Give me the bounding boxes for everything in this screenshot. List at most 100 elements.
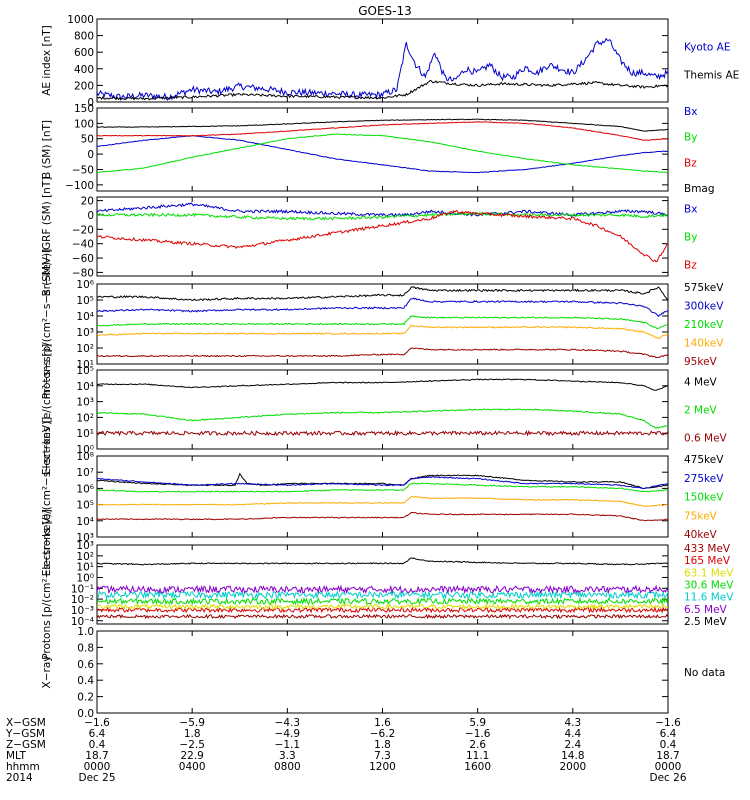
x-tick-label: 6.4 <box>660 728 677 740</box>
y-tick-label: 10⁴ <box>76 311 94 323</box>
series-line-bmag <box>97 118 668 132</box>
y-tick-label: −60 <box>72 253 94 265</box>
y-tick-label: 100 <box>74 118 94 130</box>
series-line-11-6-mev <box>97 590 668 600</box>
x-tick-label: −6.2 <box>370 728 396 740</box>
panel-protons-kev: 10¹ 10² 10³ 10⁴ 10⁵ 10⁶ Protons [p/(cm²−s−sr−k… <box>41 249 724 399</box>
y-tick-label: 0.6 <box>77 659 94 671</box>
legend-entry: 0.6 MeV <box>684 433 728 445</box>
legend-entry: Kyoto AE <box>684 42 730 54</box>
y-tick-label: 50 <box>81 134 94 146</box>
plot-title: GOES-13 <box>358 4 412 18</box>
series-group <box>97 472 668 522</box>
panel-bsm: −100 −50 0 50 100 150 B (SM) [nT] Bx By Bz Bmag <box>41 103 715 195</box>
x-tick-label: 1200 <box>369 761 396 773</box>
x-tick-label: 7.3 <box>374 750 391 762</box>
legend-entry: 63.1 MeV <box>684 567 734 579</box>
x-tick-label: 1.8 <box>184 728 201 740</box>
series-line-575kev <box>97 286 668 302</box>
series-line-by <box>97 133 668 174</box>
panel-frame <box>96 196 669 277</box>
legend-entry: 40keV <box>684 529 718 541</box>
x-row-label: 2014 <box>6 772 33 784</box>
y-tick-label: 1000 <box>67 14 94 26</box>
series-line-275kev <box>97 476 668 490</box>
y-tick-label: 20 <box>81 196 94 208</box>
y-tick-label: 600 <box>74 47 94 59</box>
y-tick-label: 1.0 <box>77 626 94 638</box>
y-axis-label: Protons [p/(cm²−s−sr−keV)] <box>41 509 53 659</box>
series-line-40kev <box>97 511 668 522</box>
y-tick-label: −20 <box>72 224 94 236</box>
x-tick-label: 6.4 <box>89 728 106 740</box>
legend-entry: 4 MeV <box>684 377 718 389</box>
legend-entry: 75keV <box>684 510 718 522</box>
legend: Bx By Bz Bmag <box>684 106 715 195</box>
legend-entry: 30.6 MeV <box>684 580 734 592</box>
x-tick-label: 11.1 <box>466 750 489 762</box>
x-row-label: Y−GSM <box>5 728 45 740</box>
legend-entry: 2.5 MeV <box>684 616 728 628</box>
y-tick-label: 10⁵ <box>76 500 94 512</box>
y-axis-label: Electrons [e/(cm²−s−sr−keV)] <box>41 417 53 576</box>
x-tick-label: 0800 <box>274 761 301 773</box>
x-tick-label: 0000 <box>84 761 111 773</box>
y-axis-label: B (SM) [nT] <box>41 120 53 179</box>
y-tick-label: −40 <box>72 239 94 251</box>
x-tick-label: −1.1 <box>275 739 301 751</box>
legend-entry: By <box>684 232 697 244</box>
series-line-140kev <box>97 324 668 339</box>
series-line-bz <box>97 121 668 142</box>
series-line-300kev <box>97 297 668 318</box>
x-tick-label: 2.4 <box>564 739 581 751</box>
legend-entry: 2 MeV <box>684 405 718 417</box>
y-tick-label: 10⁴ <box>76 516 94 528</box>
y-tick-label: 10³ <box>76 540 94 552</box>
panel-frame <box>96 18 669 103</box>
legend-entry: 6.5 MeV <box>684 604 728 616</box>
y-tick-label: 0.0 <box>77 708 94 720</box>
series-line-bx <box>97 135 668 174</box>
y-tick-label: 10² <box>76 412 94 424</box>
x-tick-label: 3.3 <box>279 750 296 762</box>
y-tick-label: 10³ <box>76 327 94 339</box>
legend-entry: 140keV <box>684 338 724 350</box>
x-tick-label: −1.6 <box>465 728 491 740</box>
x-tick-label: 18.7 <box>85 750 108 762</box>
y-tick-label: 10⁶ <box>76 279 94 291</box>
y-tick-label: −80 <box>72 267 94 279</box>
series-group <box>97 202 668 263</box>
x-tick-label: 1.8 <box>374 739 391 751</box>
legend-entry: By <box>684 132 697 144</box>
series-line-4-mev <box>97 378 668 391</box>
legend-entry: Bz <box>684 260 697 272</box>
legend-entry: 95keV <box>684 356 718 368</box>
x-tick-label: 22.9 <box>180 750 203 762</box>
x-tick-label: −4.9 <box>275 728 301 740</box>
x-tick-label: Dec 25 <box>78 772 115 784</box>
y-tick-label: 10⁻⁴ <box>71 616 94 628</box>
x-tick-label: 1600 <box>464 761 491 773</box>
series-group <box>97 557 668 620</box>
x-tick-label: 14.8 <box>561 750 584 762</box>
x-row-label: X−GSM <box>6 717 46 729</box>
x-row-label: Z−GSM <box>6 739 46 751</box>
series-line-30-6-mev <box>97 596 668 606</box>
x-row-label: MLT <box>6 750 26 762</box>
series-line-2-5-mev <box>97 557 668 566</box>
series-line-themis-ae <box>97 79 668 101</box>
series-group <box>97 286 668 359</box>
y-tick-label: 400 <box>74 64 94 76</box>
y-tick-label: 0 <box>87 97 94 109</box>
y-tick-label: 200 <box>74 80 94 92</box>
y-tick-label: 10¹ <box>76 562 94 574</box>
series-line-95kev <box>97 347 668 359</box>
series-line-75kev <box>97 495 668 507</box>
y-tick-label: 0.4 <box>77 675 94 687</box>
panel-bdiff: −80 −60 −40 −20 0 20 B (SM)−IGRF (SM) [nT] Bx By… <box>41 177 697 297</box>
y-tick-label: 10³ <box>76 397 94 409</box>
y-tick-label: 0.8 <box>77 642 94 654</box>
series-line-475kev <box>97 472 668 489</box>
